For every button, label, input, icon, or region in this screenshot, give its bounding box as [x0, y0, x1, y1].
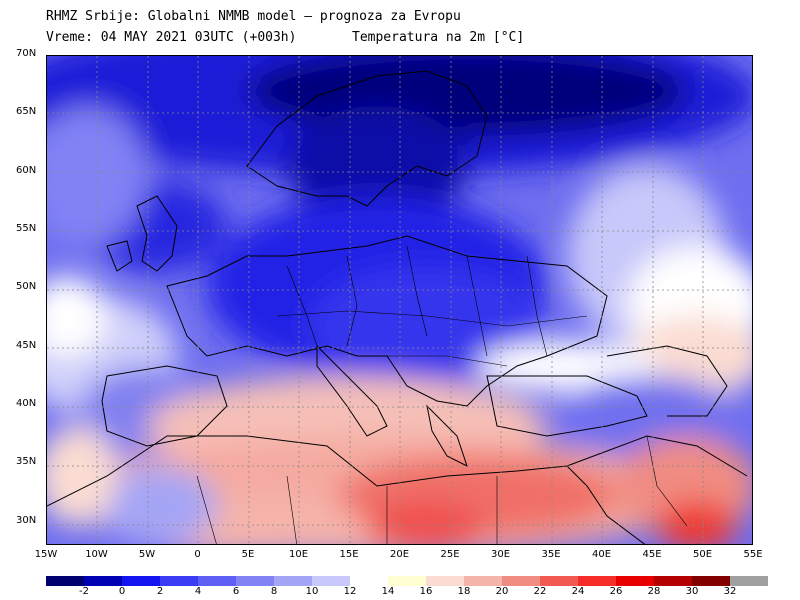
legend-swatch [198, 576, 236, 586]
latitude-label: 50N [16, 281, 37, 293]
legend-swatch [388, 576, 426, 586]
longitude-label: 40E [591, 549, 612, 560]
legend-swatch [122, 576, 160, 586]
latitude-label: 60N [16, 164, 37, 176]
legend-swatch [274, 576, 312, 586]
latitude-label: 55N [16, 223, 37, 234]
color-legend [46, 576, 768, 586]
legend-label: 16 [419, 586, 433, 597]
latitude-label: 65N [16, 106, 37, 118]
legend-swatch [540, 576, 578, 586]
longitude-label: 10E [288, 549, 309, 560]
longitude-label: 15W [34, 549, 58, 560]
map-canvas [47, 56, 752, 544]
legend-swatch [46, 576, 84, 586]
legend-label: 0 [118, 586, 126, 597]
longitude-label: 15E [339, 549, 359, 560]
map-title: RHMZ Srbije: Globalni NMMB model – progn… [46, 9, 461, 24]
longitude-label: 5W [138, 549, 156, 560]
legend-swatch [160, 576, 198, 586]
legend-swatch [654, 576, 692, 586]
longitude-label: 45E [642, 549, 662, 560]
legend-label: 28 [647, 586, 661, 597]
legend-label: 32 [723, 586, 737, 597]
legend-label: 6 [232, 586, 240, 597]
longitude-label: 35E [541, 549, 561, 560]
legend-label: 30 [685, 586, 699, 597]
legend-label: 2 [156, 586, 164, 597]
legend-swatch [502, 576, 540, 586]
legend-swatch [578, 576, 616, 586]
latitude-label: 70N [16, 48, 37, 59]
variable-label: Temperatura na 2m [°C] [352, 30, 525, 45]
legend-label: 12 [343, 586, 357, 597]
legend-label: 10 [305, 586, 319, 597]
legend-swatch [426, 576, 464, 586]
legend-swatch [616, 576, 654, 586]
longitude-label: 50E [692, 549, 713, 560]
longitude-label: 0 [194, 549, 201, 560]
longitude-label: 30E [490, 549, 511, 560]
longitude-label: 5E [241, 549, 255, 560]
graticule [47, 56, 752, 544]
legend-label: 26 [609, 586, 623, 597]
legend-label: 24 [571, 586, 585, 597]
longitude-label: 20E [389, 549, 410, 560]
legend-swatch [692, 576, 730, 586]
legend-swatch [236, 576, 274, 586]
latitude-label: 35N [16, 456, 37, 468]
legend-swatch [84, 576, 122, 586]
latitude-label: 40N [16, 398, 37, 409]
temperature-field [47, 56, 752, 544]
legend-label: -2 [79, 586, 89, 597]
longitude-label: 55E [743, 549, 763, 560]
legend-swatch [464, 576, 502, 586]
legend-swatch [730, 576, 768, 586]
legend-swatch [312, 576, 350, 586]
legend-label: 18 [457, 586, 471, 597]
temperature-map [46, 55, 753, 545]
forecast-time: Vreme: 04 MAY 2021 03UTC (+003h) [46, 30, 297, 45]
legend-label: 8 [270, 586, 278, 597]
legend-label: 20 [495, 586, 509, 597]
legend-label: 22 [533, 586, 547, 597]
legend-label: 4 [194, 586, 202, 597]
longitude-label: 25E [440, 549, 460, 560]
legend-swatch [350, 576, 388, 586]
latitude-label: 45N [16, 339, 37, 351]
legend-label: 14 [381, 586, 395, 597]
longitude-label: 10W [85, 549, 108, 560]
latitude-label: 30N [16, 514, 37, 526]
